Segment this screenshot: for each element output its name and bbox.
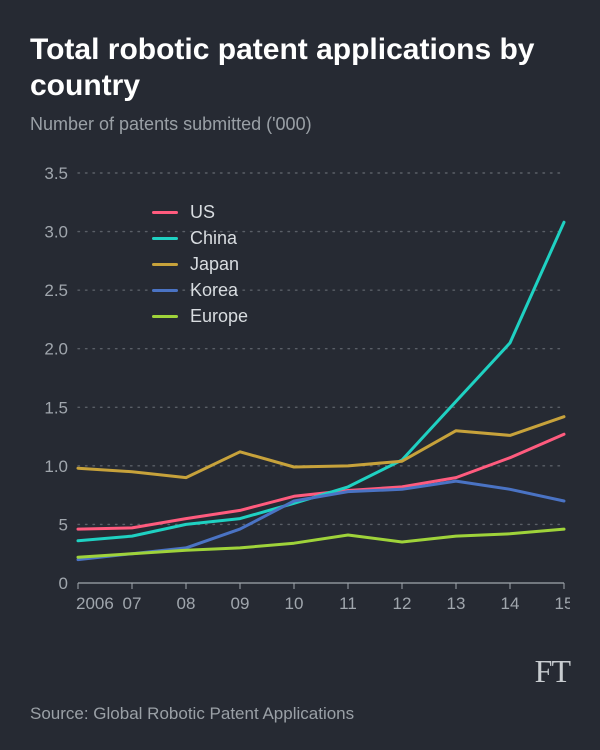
chart-title: Total robotic patent applications by cou… (30, 32, 570, 104)
svg-text:11: 11 (339, 594, 357, 613)
svg-text:07: 07 (123, 594, 142, 613)
legend-item: China (152, 225, 248, 251)
chart-subtitle: Number of patents submitted ('000) (30, 114, 570, 135)
svg-text:14: 14 (501, 594, 520, 613)
line-chart-svg: 0 5 1.0 1.5 2.0 2.5 3.0 3.5 2006 07 08 09 10 11 12 13 14… (30, 163, 570, 623)
legend-item: Korea (152, 277, 248, 303)
svg-text:08: 08 (177, 594, 196, 613)
svg-text:1.5: 1.5 (44, 398, 68, 417)
svg-text:2.0: 2.0 (44, 340, 68, 359)
legend-swatch (152, 263, 178, 266)
svg-text:2.5: 2.5 (44, 281, 68, 300)
svg-text:12: 12 (393, 594, 412, 613)
svg-text:10: 10 (285, 594, 304, 613)
legend-swatch (152, 211, 178, 214)
svg-text:1.0: 1.0 (44, 457, 68, 476)
svg-text:0: 0 (59, 574, 68, 593)
legend-label: Japan (190, 254, 239, 275)
svg-text:09: 09 (231, 594, 250, 613)
chart-area: 0 5 1.0 1.5 2.0 2.5 3.0 3.5 2006 07 08 09 10 11 12 13 14… (30, 163, 570, 623)
legend-label: Europe (190, 306, 248, 327)
legend: US China Japan Korea Europe (152, 199, 248, 329)
legend-label: Korea (190, 280, 238, 301)
svg-text:3.0: 3.0 (44, 223, 68, 242)
legend-item: Japan (152, 251, 248, 277)
svg-text:3.5: 3.5 (44, 164, 68, 183)
legend-swatch (152, 237, 178, 240)
legend-item: US (152, 199, 248, 225)
legend-swatch (152, 315, 178, 318)
legend-item: Europe (152, 303, 248, 329)
svg-text:15: 15 (555, 594, 570, 613)
svg-text:2006: 2006 (76, 594, 114, 613)
legend-swatch (152, 289, 178, 292)
legend-label: China (190, 228, 237, 249)
svg-text:5: 5 (59, 515, 68, 534)
ft-logo: FT (535, 653, 570, 690)
source-text: Source: Global Robotic Patent Applicatio… (30, 704, 354, 724)
legend-label: US (190, 202, 215, 223)
svg-text:13: 13 (447, 594, 466, 613)
